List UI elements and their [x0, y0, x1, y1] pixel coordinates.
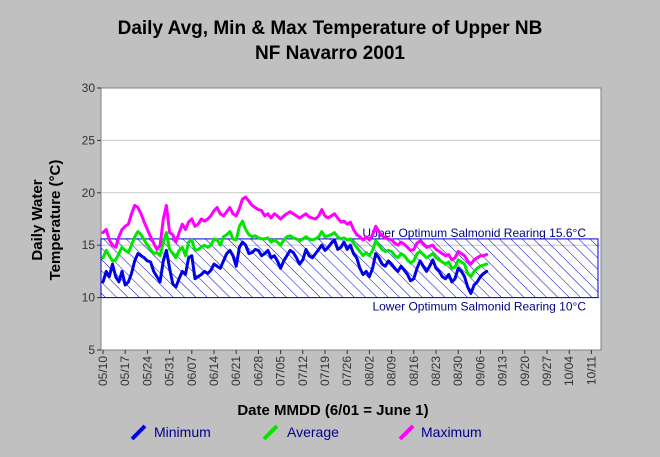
x-tick-label-05-31: 05/31 — [163, 356, 177, 386]
y-tick-label-10: 10 — [82, 291, 96, 305]
legend-item-average: Average — [262, 424, 339, 441]
x-tick-label-08-23: 08/23 — [429, 356, 443, 386]
x-tick-label-09-13: 09/13 — [496, 356, 510, 386]
x-tick-label-07-19: 07/19 — [318, 356, 332, 386]
x-tick-label-07-12: 07/12 — [296, 356, 310, 386]
chart-title-line2: NF Navarro 2001 — [255, 43, 405, 64]
y-tick-label-30: 30 — [82, 81, 96, 95]
x-tick-label-05-17: 05/17 — [118, 356, 132, 386]
legend-label-maximum: Maximum — [421, 424, 482, 440]
plot-area — [100, 87, 602, 351]
legend-label-average: Average — [287, 424, 339, 440]
y-tick-label-25: 25 — [82, 133, 96, 147]
y-tick-label-20: 20 — [82, 186, 96, 200]
x-tick-label-10-04: 10/04 — [562, 356, 576, 386]
x-tick-label-08-02: 08/02 — [362, 356, 376, 386]
y-axis-label-line1: Daily Water — [29, 179, 46, 260]
x-axis-ticks: 05/10 05/17 05/24 05/31 06/07 06/14 06/21 06/28… — [96, 350, 598, 386]
y-tick-label-15: 15 — [82, 238, 96, 252]
series-line-minimum — [101, 238, 489, 295]
x-tick-label-08-16: 08/16 — [407, 356, 421, 386]
x-tick-label-07-26: 07/26 — [340, 356, 354, 386]
x-tick-label-07-05: 07/05 — [274, 356, 288, 386]
x-tick-label-06-21: 06/21 — [229, 356, 243, 386]
x-tick-label-06-14: 06/14 — [207, 356, 221, 386]
legend-swatch-maximum — [398, 424, 415, 441]
x-tick-label-06-07: 06/07 — [185, 356, 199, 386]
x-tick-label-06-28: 06/28 — [251, 356, 265, 386]
x-tick-label-08-09: 08/09 — [385, 356, 399, 386]
legend-item-maximum: Maximum — [398, 424, 482, 441]
series-lines — [101, 195, 489, 295]
legend-swatch-minimum — [130, 424, 147, 441]
chart-title-line1: Daily Avg, Min & Max Temperature of Uppe… — [118, 18, 543, 39]
legend-swatch-average — [262, 424, 279, 441]
x-tick-label-05-10: 05/10 — [96, 356, 110, 386]
y-axis-ticks: 5 10 15 20 25 30 — [82, 81, 101, 357]
x-tick-label-09-06: 09/06 — [473, 356, 487, 386]
legend-label-minimum: Minimum — [154, 424, 211, 440]
x-tick-label-05-24: 05/24 — [140, 356, 154, 386]
series-line-average — [101, 219, 489, 279]
legend: Minimum Average Maximum — [130, 424, 482, 441]
x-tick-label-09-27: 09/27 — [540, 356, 554, 386]
upper-optimum-label: Upper Optimum Salmonid Rearing 15.6°C — [362, 226, 586, 240]
legend-item-minimum: Minimum — [130, 424, 211, 441]
lower-optimum-label: Lower Optimum Salmonid Rearing 10°C — [372, 300, 586, 314]
y-tick-label-5: 5 — [88, 343, 95, 357]
x-axis-label: Date MMDD (6/01 = June 1) — [237, 402, 428, 419]
y-axis-label-line2: Temperature (°C) — [47, 160, 64, 281]
x-tick-label-10-11: 10/11 — [584, 356, 598, 385]
series-line-maximum — [101, 195, 489, 266]
x-tick-label-09-20: 09/20 — [518, 356, 532, 386]
x-tick-label-08-30: 08/30 — [451, 356, 465, 386]
